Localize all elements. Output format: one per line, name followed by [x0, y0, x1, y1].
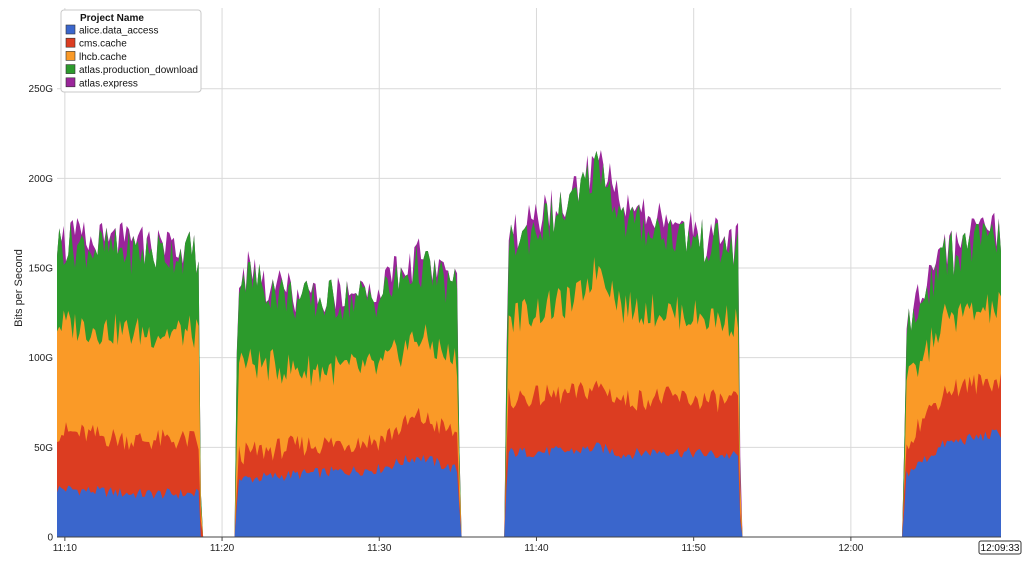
y-tick-label: 250G: [29, 84, 54, 95]
x-tick-label: 11:20: [210, 543, 235, 554]
legend-item: alice.data_access: [65, 24, 159, 37]
y-axis-label: Bits per Second: [13, 249, 25, 327]
legend-box: [60, 9, 202, 93]
legend-label: alice.data_access: [79, 26, 159, 37]
legend-item: cms.cache: [65, 37, 127, 50]
legend-items: alice.data_access cms.cache lhcb.cache atla…: [65, 24, 198, 89]
legend-swatch: [65, 37, 76, 48]
x-tick-label: 11:50: [682, 543, 707, 554]
y-tick-label: 150G: [29, 264, 54, 275]
legend-swatch: [65, 64, 76, 74]
legend-label: atlas.production_download: [79, 65, 198, 76]
legend-label: lhcb.cache: [79, 52, 127, 63]
x-tick-label: 11:40: [524, 543, 549, 554]
legend-item: atlas.production_download: [65, 64, 198, 76]
legend-label: atlas.express: [79, 78, 138, 89]
y-tick-label: 100G: [29, 353, 54, 364]
legend-label: cms.cache: [79, 39, 127, 50]
x-axis-ticks: 11:10 11:20 11:30 11:40 11:50 12:00: [53, 537, 864, 554]
x-end-timestamp-label: 12:09:33: [981, 543, 1020, 554]
x-end-timestamp: 12:09:33: [978, 540, 1022, 555]
series-areas: [57, 149, 1001, 537]
legend-swatch: [65, 77, 76, 88]
legend-item: lhcb.cache: [65, 51, 127, 63]
x-end-timestamp-box: [978, 540, 1022, 555]
legend-title: Project Name: [80, 13, 144, 24]
y-tick-label: 0: [47, 533, 53, 544]
y-tick-label: 200G: [29, 174, 54, 185]
legend-swatch: [65, 24, 76, 35]
legend: Project Name alice.data_access cms.cache l…: [60, 9, 202, 93]
y-axis-ticks: 0 50G 100G 150G 200G 250G: [29, 84, 54, 543]
legend-item: atlas.express: [65, 77, 138, 89]
x-tick-label: 11:30: [367, 543, 392, 554]
x-tick-label: 12:00: [838, 543, 863, 554]
series-area-alice-data-access: [57, 429, 1001, 537]
legend-swatch: [65, 51, 76, 61]
y-tick-label: 50G: [34, 443, 53, 454]
x-tick-label: 11:10: [53, 543, 78, 554]
